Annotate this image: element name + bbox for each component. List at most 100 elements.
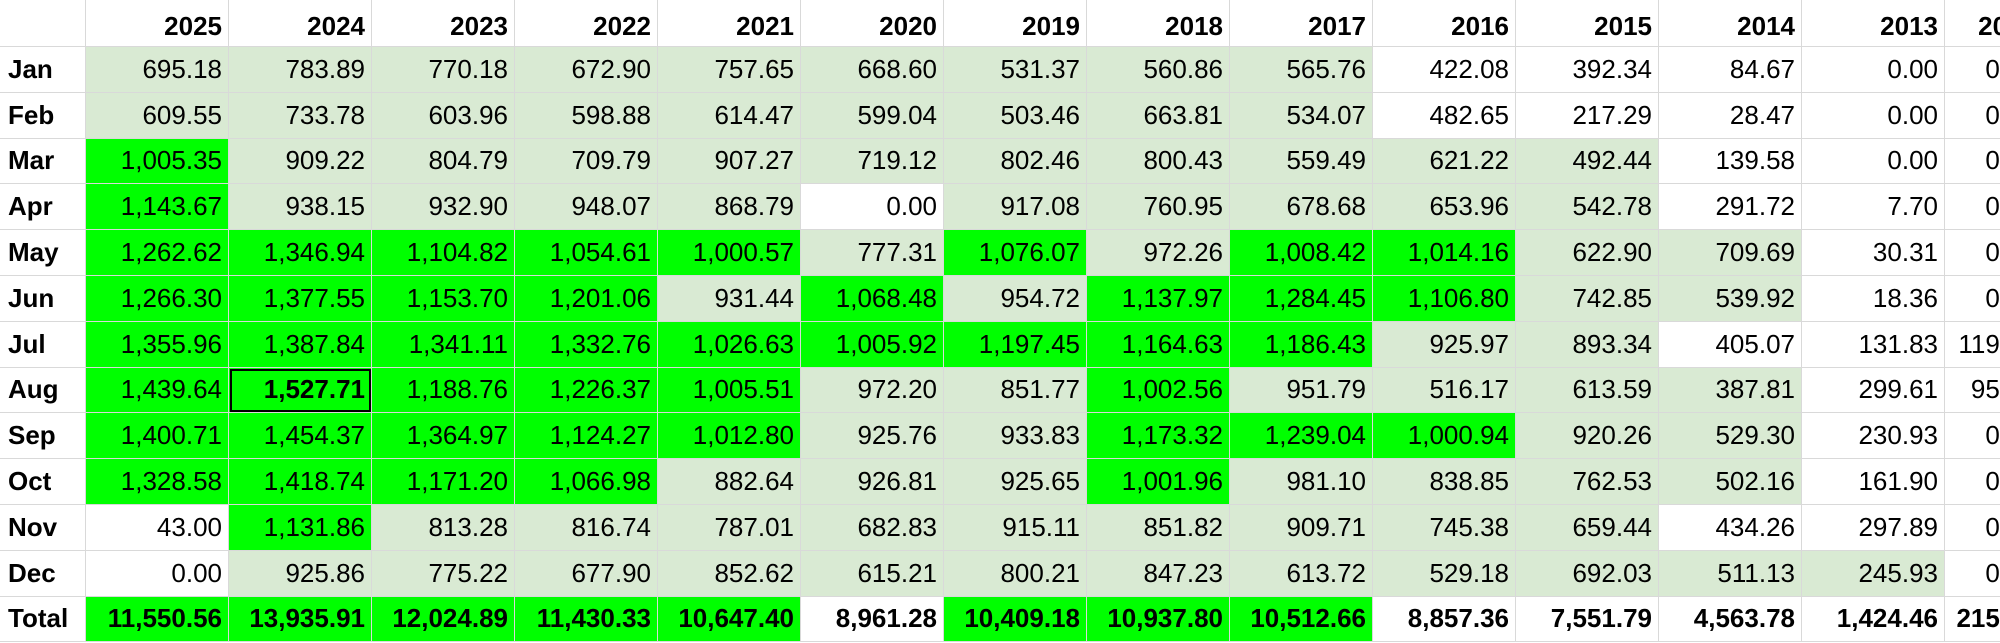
column-header-2019[interactable]: 2019: [944, 0, 1087, 47]
row-label-feb[interactable]: Feb: [0, 92, 86, 139]
data-cell[interactable]: 299.61: [1802, 367, 1945, 414]
data-cell[interactable]: 915.11: [944, 504, 1087, 551]
total-cell[interactable]: 215.25: [1945, 596, 2000, 643]
data-cell[interactable]: 847.23: [1087, 550, 1230, 597]
total-cell[interactable]: 11,430.33: [515, 596, 658, 643]
data-cell[interactable]: 622.90: [1516, 230, 1659, 276]
data-cell[interactable]: 0.00: [1945, 230, 2000, 276]
data-cell[interactable]: 1,355.96: [86, 321, 229, 368]
data-cell[interactable]: 43.00: [86, 504, 229, 551]
data-cell[interactable]: 948.07: [515, 184, 658, 231]
row-label-jun[interactable]: Jun: [0, 275, 86, 322]
data-cell[interactable]: 18.36: [1802, 275, 1945, 322]
data-cell[interactable]: 1,341.11: [372, 321, 515, 368]
data-cell[interactable]: 925.86: [229, 550, 372, 597]
data-cell[interactable]: 84.67: [1659, 47, 1802, 93]
data-cell[interactable]: 529.30: [1659, 413, 1802, 460]
data-cell[interactable]: 531.37: [944, 47, 1087, 93]
data-cell[interactable]: 742.85: [1516, 275, 1659, 322]
total-cell[interactable]: 11,550.56: [86, 596, 229, 643]
data-cell[interactable]: 613.72: [1230, 550, 1373, 597]
data-cell[interactable]: 663.81: [1087, 92, 1230, 139]
column-header-2025[interactable]: 2025: [86, 0, 229, 47]
data-cell[interactable]: 603.96: [372, 92, 515, 139]
data-cell[interactable]: 972.26: [1087, 230, 1230, 276]
data-cell[interactable]: 1,439.64: [86, 367, 229, 414]
data-cell[interactable]: 598.88: [515, 92, 658, 139]
row-label-aug[interactable]: Aug: [0, 367, 86, 414]
data-cell[interactable]: 762.53: [1516, 459, 1659, 505]
data-cell[interactable]: 30.31: [1802, 230, 1945, 276]
data-cell[interactable]: 1,188.76: [372, 367, 515, 414]
data-cell[interactable]: 560.86: [1087, 47, 1230, 93]
data-cell[interactable]: 925.76: [801, 413, 944, 460]
data-cell[interactable]: 1,346.94: [229, 230, 372, 276]
data-cell[interactable]: 909.71: [1230, 504, 1373, 551]
row-label-nov[interactable]: Nov: [0, 504, 86, 551]
data-cell[interactable]: 672.90: [515, 47, 658, 93]
data-cell[interactable]: 719.12: [801, 138, 944, 185]
data-cell[interactable]: 1,173.32: [1087, 413, 1230, 460]
column-header-2022[interactable]: 2022: [515, 0, 658, 47]
data-cell[interactable]: 775.22: [372, 550, 515, 597]
data-cell[interactable]: 1,418.74: [229, 459, 372, 505]
data-cell[interactable]: 615.21: [801, 550, 944, 597]
data-cell[interactable]: 1,131.86: [229, 504, 372, 551]
data-cell[interactable]: 131.83: [1802, 321, 1945, 368]
row-label-dec[interactable]: Dec: [0, 550, 86, 597]
data-cell[interactable]: 217.29: [1516, 92, 1659, 139]
data-cell[interactable]: 0.00: [86, 550, 229, 597]
data-cell[interactable]: 1,186.43: [1230, 321, 1373, 368]
data-cell[interactable]: 1,012.80: [658, 413, 801, 460]
data-cell[interactable]: 1,197.45: [944, 321, 1087, 368]
data-cell[interactable]: 931.44: [658, 275, 801, 322]
data-cell[interactable]: 1,387.84: [229, 321, 372, 368]
data-cell[interactable]: 1,104.82: [372, 230, 515, 276]
data-cell[interactable]: 682.83: [801, 504, 944, 551]
data-cell[interactable]: 1,106.80: [1373, 275, 1516, 322]
row-label-apr[interactable]: Apr: [0, 184, 86, 231]
data-cell[interactable]: 1,054.61: [515, 230, 658, 276]
column-header-2017[interactable]: 2017: [1230, 0, 1373, 47]
data-cell[interactable]: 802.46: [944, 138, 1087, 185]
data-cell[interactable]: 868.79: [658, 184, 801, 231]
data-cell[interactable]: 816.74: [515, 504, 658, 551]
data-cell[interactable]: 920.26: [1516, 413, 1659, 460]
data-cell[interactable]: 392.34: [1516, 47, 1659, 93]
data-cell[interactable]: 770.18: [372, 47, 515, 93]
data-cell[interactable]: 745.38: [1373, 504, 1516, 551]
data-cell[interactable]: 1,002.56: [1087, 367, 1230, 414]
data-cell[interactable]: 161.90: [1802, 459, 1945, 505]
data-cell[interactable]: 0.00: [1945, 92, 2000, 139]
data-cell[interactable]: 760.95: [1087, 184, 1230, 231]
data-cell[interactable]: 1,400.71: [86, 413, 229, 460]
column-header-2020[interactable]: 2020: [801, 0, 944, 47]
data-cell[interactable]: 599.04: [801, 92, 944, 139]
data-cell[interactable]: 1,377.55: [229, 275, 372, 322]
data-cell[interactable]: 1,076.07: [944, 230, 1087, 276]
data-cell[interactable]: 516.17: [1373, 367, 1516, 414]
total-cell[interactable]: 10,512.66: [1230, 596, 1373, 643]
data-cell[interactable]: 926.81: [801, 459, 944, 505]
data-cell[interactable]: 139.58: [1659, 138, 1802, 185]
data-cell[interactable]: 757.65: [658, 47, 801, 93]
data-cell[interactable]: 434.26: [1659, 504, 1802, 551]
data-cell[interactable]: 1,001.96: [1087, 459, 1230, 505]
data-cell[interactable]: 733.78: [229, 92, 372, 139]
data-cell[interactable]: 1,262.62: [86, 230, 229, 276]
data-cell[interactable]: 0.00: [1802, 138, 1945, 185]
data-cell[interactable]: 291.72: [1659, 184, 1802, 231]
data-cell[interactable]: 0.00: [1945, 184, 2000, 231]
data-cell[interactable]: 909.22: [229, 138, 372, 185]
data-cell[interactable]: 0.00: [1945, 550, 2000, 597]
data-cell[interactable]: 695.18: [86, 47, 229, 93]
data-cell[interactable]: 542.78: [1516, 184, 1659, 231]
data-cell[interactable]: 852.62: [658, 550, 801, 597]
data-cell[interactable]: 28.47: [1659, 92, 1802, 139]
data-cell[interactable]: 1,026.63: [658, 321, 801, 368]
data-cell[interactable]: 534.07: [1230, 92, 1373, 139]
data-cell[interactable]: 1,008.42: [1230, 230, 1373, 276]
data-cell[interactable]: 787.01: [658, 504, 801, 551]
data-cell[interactable]: 0.00: [801, 184, 944, 231]
data-cell[interactable]: 800.43: [1087, 138, 1230, 185]
